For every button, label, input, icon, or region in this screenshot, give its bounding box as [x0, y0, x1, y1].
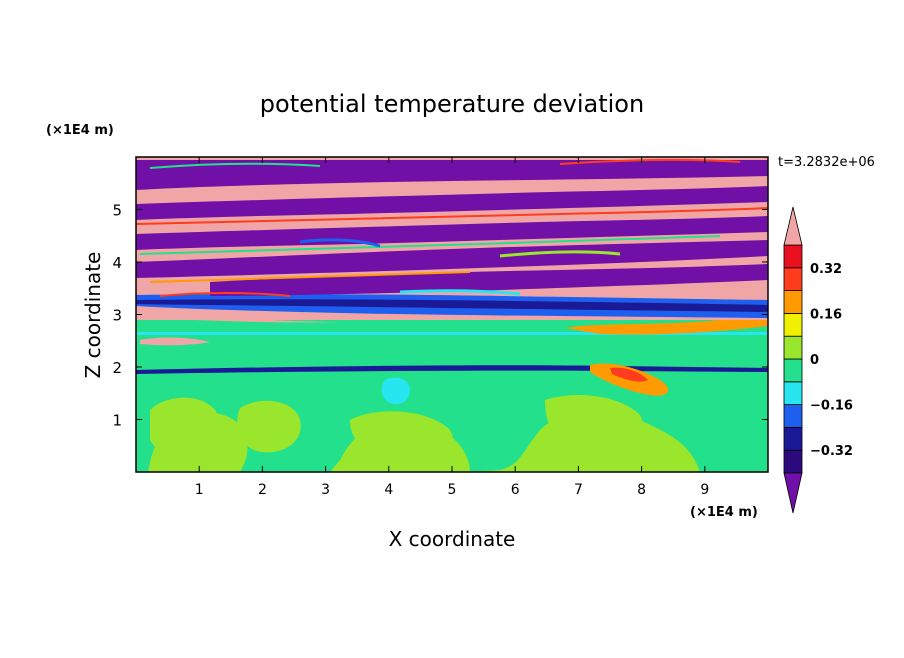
colorbar-segment — [783, 244, 803, 269]
x-tick-label: 2 — [258, 482, 267, 498]
field-purple-streak-1 — [136, 160, 768, 190]
colorbar-segment — [783, 426, 803, 451]
field-pink-lower-lens — [136, 310, 340, 323]
field-filament-6 — [149, 162, 321, 169]
x-axis-ticks: 1 2 3 4 5 6 7 8 9 — [195, 157, 709, 498]
field-cyan-line — [136, 332, 768, 335]
field-purple-streak-4 — [136, 240, 768, 278]
y-tick-label: 1 — [112, 412, 122, 430]
field-patch-b — [237, 400, 301, 453]
x-tick-label: 8 — [637, 482, 646, 498]
colorbar-segment — [783, 267, 803, 291]
colorbar-segment — [783, 358, 803, 383]
colorbar-segment — [783, 312, 803, 337]
colorbar-tick-label: 0.32 — [810, 262, 842, 277]
field-dark-blue-band — [136, 299, 768, 312]
colorbar-tick-label: 0 — [810, 353, 819, 368]
x-tick-label: 1 — [195, 482, 204, 498]
colorbar-over-arrow — [783, 206, 803, 246]
field-filament-3 — [149, 271, 471, 283]
x-axis-label: X coordinate — [389, 527, 516, 551]
field-purple-streak-2 — [136, 186, 768, 220]
field-purple-streak-3 — [136, 216, 768, 250]
x-tick-label: 9 — [700, 482, 709, 498]
field-filament-1 — [136, 207, 768, 225]
y-unit-label: (×1E4 m) — [46, 123, 114, 138]
field-filament-9 — [159, 292, 291, 297]
field-filament-8 — [499, 250, 621, 258]
y-axis-label: Z coordinate — [81, 252, 105, 379]
colorbar-segment — [783, 290, 803, 314]
time-label: t=3.2832e+06 — [778, 155, 875, 170]
x-tick-label: 7 — [574, 482, 583, 498]
colorbar-segment — [783, 404, 803, 428]
colorbar-segment — [783, 449, 803, 474]
chart-title: potential temperature deviation — [260, 90, 644, 118]
field-patch-c — [350, 411, 453, 460]
y-tick-label: 2 — [112, 359, 122, 377]
field-warm-patch-c — [565, 318, 768, 335]
colorbar-tick-label: −0.32 — [810, 444, 853, 459]
x-tick-label: 3 — [321, 482, 330, 498]
colorbar: 0.32 0.16 0 −0.16 −0.32 — [783, 206, 853, 514]
colorbar-segment — [783, 381, 803, 405]
x-unit-label: (×1E4 m) — [690, 505, 758, 520]
y-tick-label: 3 — [112, 307, 122, 325]
field-filament-2 — [139, 235, 721, 255]
field-filament-5 — [399, 289, 521, 296]
field-lower-patch — [136, 365, 768, 472]
field-warm-patch-b — [610, 367, 648, 382]
colorbar-tick-label: −0.16 — [810, 399, 853, 414]
x-tick-label: 5 — [448, 482, 457, 498]
field-warm-patch-d — [140, 337, 210, 346]
colorbar-segment — [783, 335, 803, 360]
field-patch-d — [545, 395, 643, 453]
colorbar-tick-label: 0.16 — [810, 307, 842, 322]
plot-area — [136, 157, 768, 472]
y-tick-label: 5 — [112, 202, 122, 220]
y-axis-ticks: 1 2 3 4 5 — [112, 202, 768, 430]
y-tick-label: 4 — [112, 254, 122, 272]
x-tick-label: 4 — [384, 482, 393, 498]
field-filament-4 — [299, 238, 381, 248]
field-purple-streak-5 — [210, 264, 768, 296]
colorbar-under-arrow — [783, 472, 803, 514]
x-tick-label: 6 — [511, 482, 520, 498]
field-cyan-blob — [381, 377, 410, 405]
field-patch-a — [150, 397, 221, 460]
field-filament-7 — [559, 158, 741, 165]
